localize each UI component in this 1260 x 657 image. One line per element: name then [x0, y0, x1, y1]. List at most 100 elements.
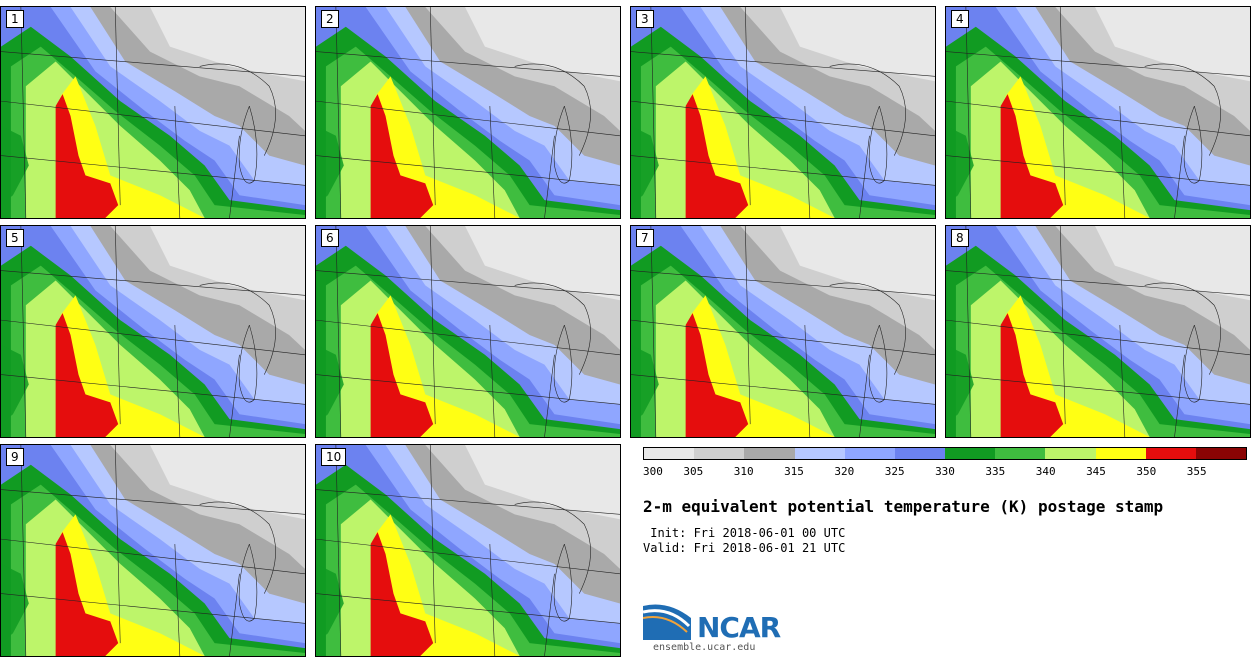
init-time: Init: Fri 2018-06-01 00 UTC — [643, 526, 846, 540]
boundary-line — [238, 543, 258, 622]
boundary-line — [946, 319, 1250, 356]
member-number: 7 — [636, 229, 654, 247]
theta-e-map — [316, 226, 620, 437]
theta-e-band — [55, 532, 119, 656]
theta-e-band — [631, 344, 659, 425]
theta-e-band — [1000, 94, 1064, 218]
boundary-line — [199, 282, 276, 375]
colorbar — [643, 447, 1247, 460]
stamp-panel-5: 5 — [0, 225, 306, 438]
theta-e-map — [316, 7, 620, 218]
boundary-line — [1, 100, 305, 137]
stamp-panel-8: 8 — [945, 225, 1251, 438]
boundary-line — [429, 7, 436, 206]
member-number: 4 — [951, 10, 969, 28]
boundary-line — [238, 324, 258, 403]
boundary-line — [965, 226, 972, 437]
boundary-line — [489, 544, 496, 656]
boundary-line — [946, 270, 1250, 296]
stamp-panel-4: 4 — [945, 6, 1251, 219]
theta-e-map — [1, 226, 305, 437]
boundary-line — [20, 226, 27, 437]
colorbar-label: 315 — [784, 465, 804, 478]
member-number: 2 — [321, 10, 339, 28]
colorbar-segment — [744, 448, 795, 459]
ncar-logo-icon — [643, 604, 691, 640]
stamp-panel-10: 10 — [315, 444, 621, 657]
boundary-line — [174, 106, 181, 218]
colorbar-segment — [644, 448, 695, 459]
boundary-line — [229, 354, 240, 437]
boundary-line — [744, 226, 751, 425]
member-number: 9 — [6, 448, 24, 466]
theta-e-map — [946, 7, 1250, 218]
theta-e-band — [316, 344, 344, 425]
colorbar-segment — [794, 448, 845, 459]
boundary-line — [114, 7, 121, 206]
boundary-line — [946, 51, 1250, 77]
boundary-line — [859, 135, 870, 218]
colorbar-segment — [1095, 448, 1146, 459]
theta-e-map — [946, 226, 1250, 437]
figure-title: 2-m equivalent potential temperature (K)… — [643, 497, 1164, 516]
colorbar-label: 300 — [643, 465, 663, 478]
theta-e-map — [631, 226, 935, 437]
boundary-line — [650, 226, 657, 437]
boundary-line — [316, 100, 620, 137]
boundary-line — [429, 226, 436, 425]
boundary-line — [1, 489, 305, 515]
boundary-line — [804, 325, 811, 437]
boundary-line — [514, 63, 591, 156]
boundary-line — [514, 282, 591, 375]
boundary-line — [631, 100, 935, 137]
theta-e-band — [946, 344, 974, 425]
colorbar-segment — [995, 448, 1046, 459]
boundary-line — [238, 105, 258, 184]
boundary-line — [316, 270, 620, 296]
stamp-panel-6: 6 — [315, 225, 621, 438]
theta-e-band — [1000, 313, 1064, 437]
boundary-line — [1, 51, 305, 77]
theta-e-band — [1, 344, 29, 425]
theta-e-band — [631, 125, 659, 206]
boundary-line — [1183, 105, 1203, 184]
theta-e-band — [55, 313, 119, 437]
boundary-line — [174, 325, 181, 437]
boundary-line — [544, 135, 555, 218]
member-number: 10 — [321, 448, 347, 466]
boundary-line — [316, 538, 620, 575]
colorbar-label: 310 — [733, 465, 754, 478]
stamp-panel-9: 9 — [0, 444, 306, 657]
colorbar-label: 340 — [1035, 465, 1056, 478]
theta-e-band — [55, 94, 119, 218]
member-number: 1 — [6, 10, 24, 28]
colorbar-label: 325 — [884, 465, 905, 478]
boundary-line — [544, 354, 555, 437]
colorbar-labels: 300 305 310 315 320 325 330 335 340 345 350 355 — [643, 465, 1247, 479]
member-number: 6 — [321, 229, 339, 247]
boundary-line — [1174, 135, 1185, 218]
boundary-line — [1174, 354, 1185, 437]
boundary-line — [965, 7, 972, 218]
boundary-line — [174, 544, 181, 656]
boundary-line — [544, 573, 555, 656]
boundary-line — [868, 324, 888, 403]
colorbar-label: 330 — [935, 465, 955, 478]
boundary-line — [744, 7, 751, 206]
member-number: 5 — [6, 229, 24, 247]
website-url: ensemble.ucar.edu — [653, 642, 756, 653]
boundary-line — [859, 354, 870, 437]
member-number: 3 — [636, 10, 654, 28]
theta-e-band — [316, 563, 344, 644]
boundary-line — [20, 7, 27, 218]
member-number: 8 — [951, 229, 969, 247]
colorbar-segment — [1145, 448, 1196, 459]
boundary-line — [335, 445, 342, 656]
boundary-line — [229, 135, 240, 218]
boundary-line — [229, 573, 240, 656]
boundary-line — [429, 445, 436, 644]
stamp-panel-7: 7 — [630, 225, 936, 438]
boundary-line — [199, 63, 276, 156]
colorbar-segment — [1045, 448, 1096, 459]
boundary-line — [316, 319, 620, 356]
